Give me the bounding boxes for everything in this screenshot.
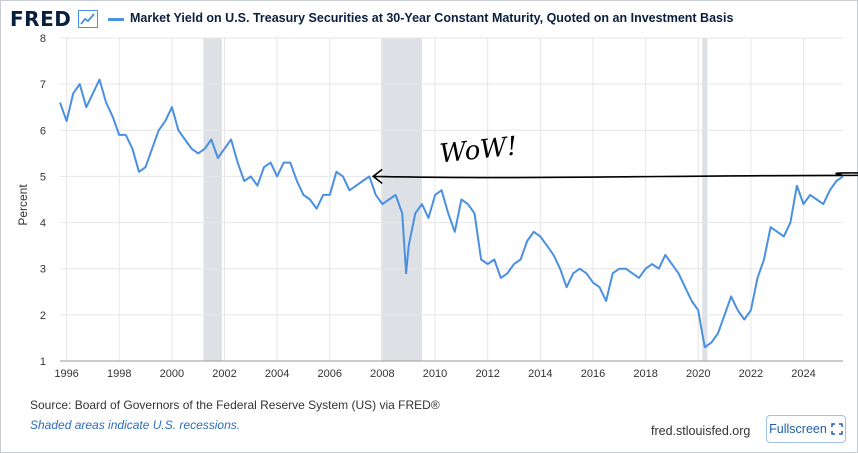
x-tick-label: 2014	[528, 368, 552, 380]
site-url[interactable]: fred.stlouisfed.org	[651, 424, 751, 438]
chart-title: Market Yield on U.S. Treasury Securities…	[130, 11, 734, 25]
fullscreen-label: Fullscreen	[769, 422, 827, 436]
y-tick-label: 8	[40, 33, 46, 45]
x-tick-label: 2012	[475, 368, 499, 380]
y-axis-label: Percent	[16, 184, 30, 226]
x-tick-label: 2010	[423, 368, 447, 380]
fred-logo[interactable]: FRED	[10, 7, 72, 31]
y-tick-label: 2	[40, 310, 46, 322]
x-tick-label: 2000	[160, 368, 184, 380]
y-tick-label: 3	[40, 264, 46, 276]
x-tick-label: 2024	[791, 368, 815, 380]
fullscreen-button[interactable]: Fullscreen	[766, 415, 846, 443]
y-tick-label: 5	[40, 171, 46, 183]
x-tick-label: 2016	[581, 368, 605, 380]
y-tick-label: 4	[40, 218, 46, 230]
x-tick-label: 2006	[318, 368, 342, 380]
y-tick-label: 6	[40, 125, 46, 137]
recession-band	[203, 38, 222, 361]
x-tick-label: 2002	[212, 368, 236, 380]
x-tick-label: 2008	[370, 368, 394, 380]
annotation-group: WoW!	[371, 131, 858, 185]
x-tick-label: 2018	[633, 368, 657, 380]
legend-swatch	[108, 18, 124, 21]
recession-band	[702, 38, 708, 361]
x-tick-label: 2020	[686, 368, 710, 380]
y-tick-label: 1	[40, 356, 46, 368]
gridlines	[60, 37, 843, 362]
x-tick-label: 2022	[739, 368, 763, 380]
x-tick-label: 1998	[107, 368, 131, 380]
line-chart: 1 2 3 4 5 6 7 8 1996 1998 2000 2002 2004 2006 2008 201…	[16, 33, 858, 380]
recession-note: Shaded areas indicate U.S. recessions.	[30, 418, 241, 432]
recession-bands	[203, 38, 708, 361]
annotation-line	[373, 172, 858, 179]
y-axis-ticks: 1 2 3 4 5 6 7 8	[40, 33, 46, 368]
expand-icon	[831, 423, 843, 435]
series-group	[59, 78, 844, 349]
chart-header: FRED Market Yield on U.S. Treasury Secur…	[8, 6, 848, 32]
x-tick-label: 1996	[54, 368, 78, 380]
annotation-text: WoW!	[438, 131, 519, 169]
source-note: Source: Board of Governors of the Federa…	[30, 398, 440, 412]
x-tick-label: 2004	[265, 368, 289, 380]
annotation-arrowhead	[371, 168, 383, 185]
trend-graph-icon	[78, 10, 98, 28]
x-axis-ticks: 1996 1998 2000 2002 2004 2006 2008 2010 2012 2014…	[54, 368, 815, 380]
series-line	[59, 78, 844, 349]
y-tick-label: 7	[40, 79, 46, 91]
recession-band	[381, 38, 422, 361]
